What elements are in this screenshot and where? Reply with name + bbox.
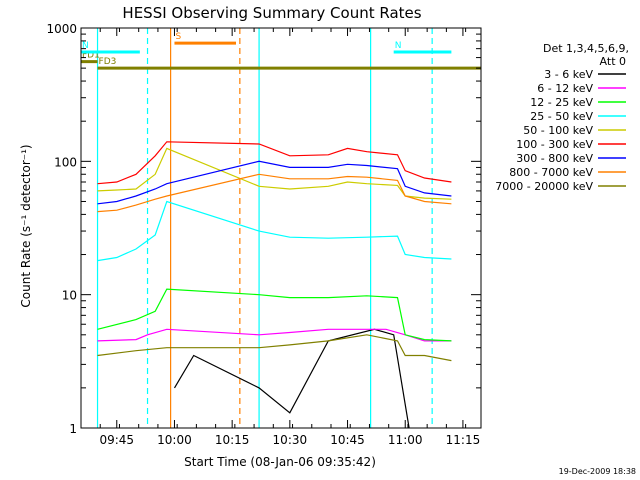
chart-title: HESSI Observing Summary Count Rates <box>122 4 421 22</box>
flag-label-4: S <box>175 32 181 42</box>
y-tick-label-2: 100 <box>54 155 77 169</box>
legend-header-2: Att 0 <box>600 55 626 68</box>
y-tick-label-1: 10 <box>62 289 77 303</box>
series-line-7 <box>97 173 452 213</box>
y-tick-label-3: 1000 <box>46 22 77 36</box>
series-line-3 <box>97 200 452 262</box>
legend-label-0: 3 - 6 keV <box>544 68 593 81</box>
x-axis-label: Start Time (08-Jan-06 09:35:42) <box>184 455 376 469</box>
series-line-0 <box>173 328 410 429</box>
plot-frame <box>80 27 482 429</box>
axes: 09:45 10:00 10:15 10:30 10:45 11:00 11:15 1 10 10… <box>46 22 481 447</box>
x-tick-label-4: 10:45 <box>330 433 365 447</box>
x-tick-label-5: 11:00 <box>388 433 423 447</box>
flag-label-0: FD1 <box>82 51 100 61</box>
y-tick-label-0: 1 <box>69 422 77 436</box>
legend-label-6: 300 - 800 keV <box>516 152 593 165</box>
series-line-5 <box>97 141 452 185</box>
series-line-2 <box>97 288 452 342</box>
interval-markers <box>96 28 433 428</box>
legend-label-7: 800 - 7000 keV <box>509 166 593 179</box>
x-tick-label-0: 09:45 <box>99 433 134 447</box>
series-lines <box>97 141 452 429</box>
flag-label-1: FD3 <box>99 57 117 67</box>
x-tick-label-1: 10:00 <box>157 433 192 447</box>
x-tick-label-2: 10:15 <box>215 433 250 447</box>
legend-label-8: 7000 - 20000 keV <box>495 180 593 193</box>
legend-label-2: 12 - 25 keV <box>530 96 593 109</box>
flag-label-2: N <box>82 41 89 51</box>
series-line-8 <box>97 334 452 362</box>
legend-label-5: 100 - 300 keV <box>516 138 593 151</box>
x-tick-label-6: 11:15 <box>446 433 481 447</box>
footer-date: 19-Dec-2009 18:38 <box>559 467 636 476</box>
legend-label-4: 50 - 100 keV <box>523 124 593 137</box>
legend-label-1: 6 - 12 keV <box>537 82 593 95</box>
y-axis-label: Count Rate (s⁻¹ detector⁻¹) <box>19 144 33 307</box>
flag-label-3: N <box>395 41 402 51</box>
series-line-1 <box>97 328 452 342</box>
legend-label-3: 25 - 50 keV <box>530 110 593 123</box>
x-tick-label-3: 10:30 <box>273 433 308 447</box>
series-line-6 <box>97 160 452 205</box>
legend-header-1: Det 1,3,4,5,6,9, <box>543 42 629 55</box>
